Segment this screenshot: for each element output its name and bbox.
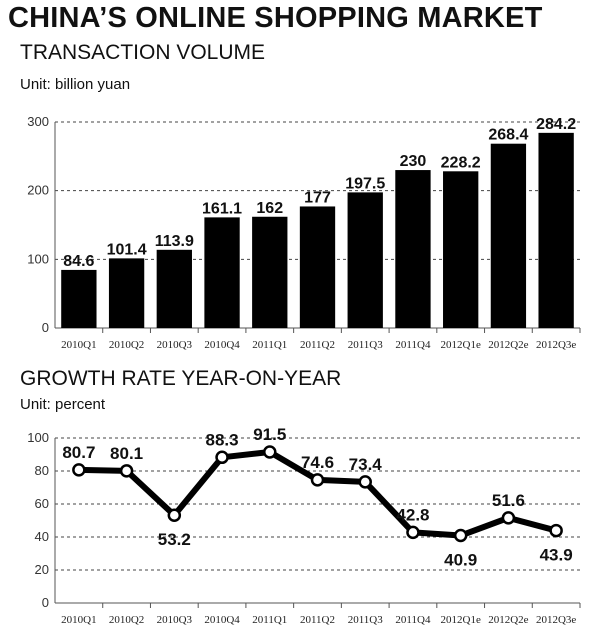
line-ytick-label: 60 <box>35 496 49 511</box>
bar-value-label: 84.6 <box>63 253 94 270</box>
bar-value-label: 113.9 <box>155 233 194 250</box>
line-value-label: 74.6 <box>301 453 334 472</box>
bar-xtick-label: 2010Q1 <box>61 339 96 351</box>
line-ytick-label: 40 <box>35 529 49 544</box>
line-value-label: 73.4 <box>349 455 383 474</box>
bar <box>538 132 574 328</box>
line-xtick-label: 2012Q2e <box>488 614 528 626</box>
line-xtick-label: 2011Q1 <box>252 614 287 626</box>
line-value-label: 40.9 <box>444 551 477 570</box>
line-value-label: 51.6 <box>492 491 525 510</box>
line-value-label: 42.8 <box>396 505 429 524</box>
line-point <box>167 508 182 522</box>
bar-ytick-label: 100 <box>27 251 49 266</box>
bar-xtick-label: 2011Q2 <box>300 339 335 351</box>
bar-xtick-label: 2011Q1 <box>252 339 287 351</box>
line-value-label: 88.3 <box>205 430 238 449</box>
bar-ytick-label: 200 <box>27 183 49 198</box>
line-xtick-label: 2010Q2 <box>109 614 144 626</box>
line-xtick-label: 2010Q1 <box>61 614 96 626</box>
line-point <box>406 525 420 540</box>
line-point <box>358 475 372 489</box>
line-xtick-label: 2010Q4 <box>204 614 240 626</box>
line-value-label: 91.5 <box>253 425 286 444</box>
line-point <box>119 464 134 478</box>
bar-value-label: 230 <box>400 153 427 170</box>
bar-xtick-label: 2010Q3 <box>157 339 193 351</box>
bar-xtick-label: 2012Q3e <box>536 339 576 351</box>
line-ytick-label: 80 <box>35 463 49 478</box>
bar <box>395 170 431 328</box>
line-ytick-label: 100 <box>27 430 49 445</box>
line-point <box>263 445 277 459</box>
line-point <box>310 473 325 487</box>
bar-value-label: 161.1 <box>202 200 242 217</box>
bar-xtick-label: 2010Q2 <box>109 339 144 351</box>
line-xtick-label: 2012Q3e <box>536 614 576 626</box>
bar-xtick-label: 2010Q4 <box>204 339 240 351</box>
bar <box>204 217 240 328</box>
bar <box>108 258 145 328</box>
line-chart: 0 20 40 60 80 100 80.7 80.1 53.2 88.3 91.5 74.6 73.4… <box>27 425 581 626</box>
line-chart-title: GROWTH RATE YEAR-ON-YEAR <box>20 367 342 390</box>
bar-ytick-label: 0 <box>42 320 49 335</box>
bar <box>156 249 192 328</box>
line-xtick-label: 2011Q3 <box>348 614 384 626</box>
line-point <box>72 463 86 477</box>
bar <box>252 216 288 328</box>
bar-chart-unit: Unit: billion yuan <box>20 76 131 93</box>
bar-value-label: 228.2 <box>441 154 481 171</box>
bar <box>443 171 479 328</box>
bar <box>490 143 527 328</box>
bar-value-label: 101.4 <box>107 241 147 258</box>
line-value-label: 80.1 <box>110 444 143 463</box>
bar-chart-title: TRANSACTION VOLUME <box>20 41 266 64</box>
bar-xtick-label: 2011Q4 <box>395 339 431 351</box>
bar-xtick-label: 2012Q2e <box>488 339 528 351</box>
bar-value-label: 177 <box>304 189 331 206</box>
bar-value-label: 268.4 <box>488 127 528 144</box>
bar-value-label: 284.2 <box>536 116 576 133</box>
bar-xtick-label: 2011Q3 <box>348 339 384 351</box>
bar-value-label: 197.5 <box>345 175 385 192</box>
line-point <box>501 511 516 525</box>
main-title: CHINA’S ONLINE SHOPPING MARKET <box>8 2 543 34</box>
line-ytick-label: 20 <box>35 562 49 577</box>
line-xtick-label: 2011Q4 <box>395 614 431 626</box>
bar-xtick-label: 2012Q1e <box>441 339 481 351</box>
line-value-label: 53.2 <box>158 530 191 549</box>
bar-value-label: 162 <box>256 200 283 217</box>
line-point <box>453 528 468 543</box>
line-xtick-label: 2010Q3 <box>157 614 193 626</box>
line-point <box>549 523 563 538</box>
line-point <box>215 450 229 465</box>
line-value-label: 43.9 <box>540 546 573 565</box>
line-ytick-label: 0 <box>42 595 49 610</box>
bar <box>347 192 383 328</box>
bar <box>61 269 97 328</box>
line-value-label: 80.7 <box>62 443 95 462</box>
bar <box>299 206 336 328</box>
line-chart-unit: Unit: percent <box>20 396 106 413</box>
line-xtick-label: 2012Q1e <box>441 614 481 626</box>
line-xtick-label: 2011Q2 <box>300 614 335 626</box>
bar-chart: 0 100 200 300 84.6 2010Q1 101.4 2010Q2 113.9 2010… <box>27 114 581 351</box>
bar-ytick-label: 300 <box>27 114 49 129</box>
